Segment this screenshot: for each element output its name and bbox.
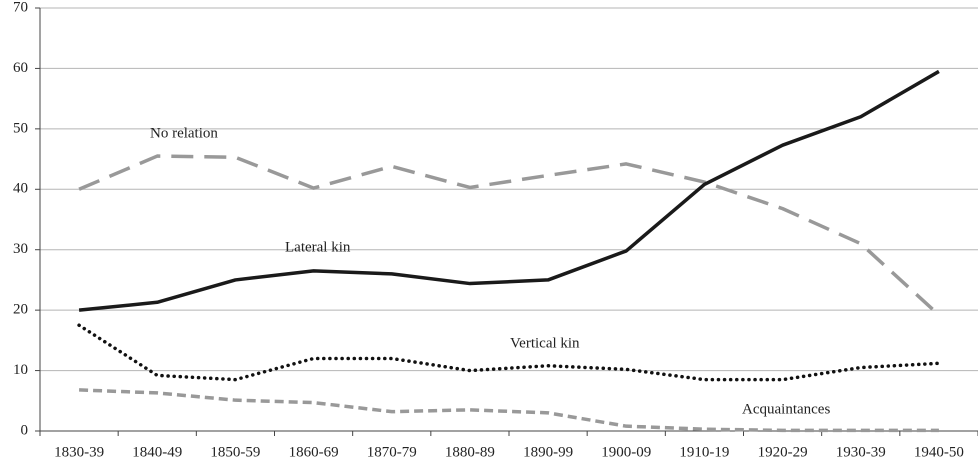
x-tick-label: 1900-09 bbox=[601, 444, 651, 460]
y-tick-label: 50 bbox=[13, 120, 28, 136]
series-label: Lateral kin bbox=[285, 239, 351, 255]
x-tick-label: 1890-99 bbox=[523, 444, 573, 460]
x-tick-label: 1860-69 bbox=[289, 444, 339, 460]
x-tick-label: 1850-59 bbox=[210, 444, 260, 460]
y-tick-label: 40 bbox=[13, 181, 28, 197]
series-line bbox=[78, 69, 940, 312]
series-line bbox=[78, 154, 941, 317]
series-label: Vertical kin bbox=[510, 335, 580, 351]
x-tick-label: 1840-49 bbox=[132, 444, 182, 460]
y-tick-label: 60 bbox=[13, 60, 28, 76]
y-tick-label: 30 bbox=[13, 241, 28, 257]
y-tick-label: 10 bbox=[13, 362, 28, 378]
x-tick-label: 1930-39 bbox=[836, 444, 886, 460]
x-tick-label: 1920-29 bbox=[758, 444, 808, 460]
series-line bbox=[77, 323, 941, 382]
y-tick-label: 0 bbox=[21, 422, 29, 438]
y-tick-label: 20 bbox=[13, 302, 28, 318]
series-label: No relation bbox=[150, 125, 218, 141]
x-tick-label: 1910-19 bbox=[679, 444, 729, 460]
y-tick-label: 70 bbox=[13, 0, 28, 15]
x-tick-label: 1880-89 bbox=[445, 444, 495, 460]
x-tick-label: 1870-79 bbox=[367, 444, 417, 460]
series-label: Acquaintances bbox=[742, 401, 830, 417]
x-tick-label: 1940-50 bbox=[914, 444, 964, 460]
x-tick-label: 1830-39 bbox=[54, 444, 104, 460]
series-line bbox=[79, 388, 939, 433]
